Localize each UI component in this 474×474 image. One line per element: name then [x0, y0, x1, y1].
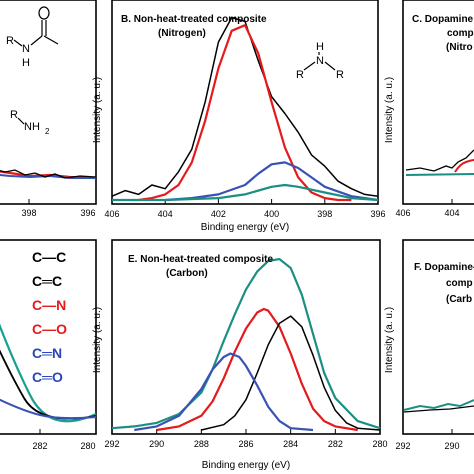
panel-e-subtitle: (Carbon)	[166, 268, 208, 279]
panel-a-frame	[0, 0, 97, 205]
panel-e-title: E. Non-heat-treated composite	[128, 254, 273, 265]
amine2-n-label: N	[316, 55, 324, 67]
panel-e-series-blue	[134, 352, 314, 432]
panel-c-xtick-label: 404	[444, 208, 459, 218]
amine2-bond-1	[303, 61, 316, 71]
panel-a-series-black	[0, 169, 97, 179]
panel-b-frame	[111, 0, 379, 205]
panel-b-xtick-label: 400	[264, 209, 279, 219]
panel-f-xtick-label: 292	[395, 441, 410, 451]
panel-e-xtick-label: 280	[372, 439, 387, 449]
panel-e-xtick-label: 290	[149, 439, 164, 449]
amine2-bond-2	[324, 61, 336, 71]
bond-legend-3: C—O	[32, 321, 67, 337]
panel-c-series-teal	[405, 173, 474, 176]
amine2-r1-label: R	[296, 69, 304, 81]
panel-e-xtick-label: 292	[104, 439, 119, 449]
panel-c-xtick-label: 406	[395, 208, 410, 218]
panel-e-xtick-label: 282	[328, 439, 343, 449]
panel-d-series-blue	[0, 398, 97, 420]
panel-f-xtick-label: 290	[444, 441, 459, 451]
panel-c-series-black	[405, 149, 474, 172]
bond-legend-0: C—C	[32, 249, 66, 265]
panel-a-xtick-label: 398	[21, 208, 36, 218]
panel-e-xtick-label: 286	[238, 439, 253, 449]
panel-c-title-2: comp	[447, 28, 474, 39]
bond-legend-4: C═N	[32, 345, 62, 361]
amine-nh-label: NH	[24, 121, 40, 133]
panel-f-title-3: (Carb	[446, 294, 472, 305]
panel-f-ylabel: Intensity (a. u.)	[384, 307, 395, 373]
methyl-bond	[43, 35, 59, 45]
panel-d-xtick-label: 282	[32, 441, 47, 451]
panel-f-title-2: comp	[446, 278, 473, 289]
amide-bond	[13, 39, 23, 47]
panel-e-series-teal	[111, 258, 381, 430]
amide-r-label: R	[6, 35, 14, 47]
amine2-h-label: H	[316, 41, 324, 53]
amine-sub2-label: 2	[45, 127, 50, 136]
panel-b-xtick-label: 404	[158, 209, 173, 219]
panel-d-series-teal	[0, 323, 97, 423]
panel-b-xtick-label: 396	[370, 209, 385, 219]
panel-d-frame	[0, 239, 97, 435]
panel-d-xtick-label: 280	[80, 441, 95, 451]
bond-legend-2: C—N	[32, 297, 66, 313]
panel-e-series-red	[156, 307, 358, 432]
panel-a-series-blue	[0, 173, 96, 179]
panel-c-title: C. Dopamine	[412, 14, 474, 25]
amine-r-label: R	[10, 109, 18, 121]
panel-e-ylabel: Intensity (a. u.)	[92, 307, 103, 373]
panel-e-xtick-label: 284	[283, 439, 298, 449]
bond-legend-1: C═C	[32, 273, 62, 289]
panel-f-series-black	[403, 405, 474, 413]
carbonyl-o	[38, 6, 50, 20]
panel-e-xtick-label: 288	[194, 439, 209, 449]
amide-h-label: H	[22, 57, 30, 69]
panel-c-ylabel: Intensity (a. u.)	[384, 77, 395, 143]
panel-c-title-3: (Nitro	[446, 42, 473, 53]
panel-b-title: B. Non-heat-treated composite	[121, 14, 267, 25]
amide-bond-2	[30, 35, 43, 46]
panel-b-series-black	[111, 16, 379, 197]
panel-c-frame	[402, 0, 474, 205]
panel-f-series-teal	[403, 399, 474, 411]
panel-b-xtick-label: 398	[317, 209, 332, 219]
amine2-r2-label: R	[336, 69, 344, 81]
panel-b-ylabel: Intensity (a. u.)	[92, 77, 103, 143]
panel-e-xlabel: Binding energy (eV)	[202, 460, 290, 471]
panel-c-series-red	[454, 159, 474, 173]
panel-b-series-teal	[112, 183, 379, 202]
panel-a-xtick-label: 396	[80, 208, 95, 218]
panel-b-xlabel: Binding energy (eV)	[201, 222, 289, 233]
amine-bond	[17, 117, 25, 125]
panel-b-series-blue	[165, 161, 379, 202]
panel-b-series-red	[138, 24, 352, 202]
panel-f-frame	[402, 239, 474, 435]
panel-f-title: F. Dopamine-	[414, 262, 474, 273]
amide-n-label: N	[22, 43, 30, 55]
panel-b-xtick-label: 406	[104, 209, 119, 219]
panel-e-series-black	[201, 315, 381, 431]
panel-b-subtitle: (Nitrogen)	[158, 28, 206, 39]
bond-legend-5: C═O	[32, 369, 63, 385]
panel-b-xtick-label: 402	[211, 209, 226, 219]
panel-e-frame	[111, 239, 381, 435]
